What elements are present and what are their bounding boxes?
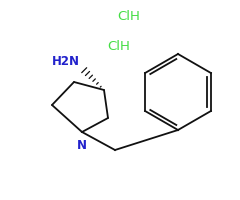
Text: N: N bbox=[77, 139, 87, 152]
Text: ClH: ClH bbox=[107, 40, 130, 52]
Text: H2N: H2N bbox=[52, 55, 80, 68]
Text: ClH: ClH bbox=[117, 10, 140, 23]
